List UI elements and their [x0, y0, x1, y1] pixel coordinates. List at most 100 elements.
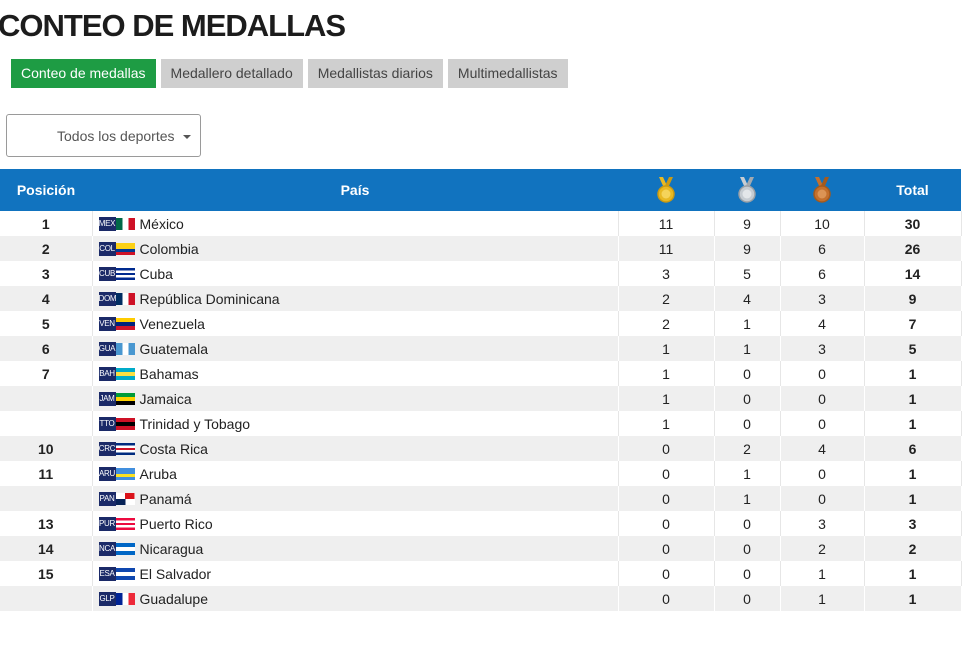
flag-icon: ESA — [98, 566, 135, 581]
tab-medallero-detallado[interactable]: Medallero detallado — [160, 59, 303, 88]
total-count: 1 — [864, 361, 962, 386]
table-row: 10 CRC Costa Rica 0 2 4 6 — [0, 436, 962, 461]
tab-multimedallistas[interactable]: Multimedallistas — [447, 59, 568, 88]
rank-cell — [0, 411, 93, 436]
country-cell: NCA Nicaragua — [92, 536, 619, 561]
country-name[interactable]: Trinidad y Tobago — [139, 415, 251, 432]
flag-colors — [115, 567, 135, 580]
table-row: 2 COL Colombia 11 9 6 26 — [0, 236, 962, 261]
country-code: JAM — [98, 391, 116, 406]
flag-icon: GLP — [98, 591, 135, 606]
total-count: 2 — [864, 536, 962, 561]
header-gold[interactable] — [618, 169, 714, 211]
country-cell: VEN Venezuela — [92, 311, 619, 336]
rank-cell: 7 — [0, 361, 93, 386]
total-count: 5 — [864, 336, 962, 361]
country-code: PAN — [98, 491, 116, 506]
bronze-count: 0 — [780, 386, 865, 411]
silver-count: 0 — [714, 411, 781, 436]
table-row: JAM Jamaica 1 0 0 1 — [0, 386, 962, 411]
flag-icon: TTO — [98, 416, 135, 431]
medal-table-body: 1 MEX México 11 9 10 30 2 COL Colombia 11 9 6 26 3 CUB C… — [0, 211, 962, 611]
header-country[interactable]: País — [92, 169, 618, 211]
table-row: GLP Guadalupe 0 0 1 1 — [0, 586, 962, 611]
flag-icon: JAM — [98, 391, 135, 406]
rank-cell: 15 — [0, 561, 93, 586]
silver-count: 0 — [714, 386, 781, 411]
flag-colors — [115, 242, 135, 255]
silver-count: 2 — [714, 436, 781, 461]
gold-count: 11 — [618, 236, 715, 261]
country-name[interactable]: Costa Rica — [139, 440, 208, 457]
country-name[interactable]: República Dominicana — [139, 290, 280, 307]
gold-count: 3 — [618, 261, 715, 286]
flag-colors — [115, 592, 135, 605]
total-count: 1 — [864, 411, 962, 436]
total-count: 9 — [864, 286, 962, 311]
table-row: 3 CUB Cuba 3 5 6 14 — [0, 261, 962, 286]
total-count: 1 — [864, 386, 962, 411]
country-cell: COL Colombia — [92, 236, 619, 261]
table-row: 11 ARU Aruba 0 1 0 1 — [0, 461, 962, 486]
table-row: 5 VEN Venezuela 2 1 4 7 — [0, 311, 962, 336]
rank-cell: 14 — [0, 536, 93, 561]
header-total[interactable]: Total — [864, 169, 961, 211]
country-cell: BAH Bahamas — [92, 361, 619, 386]
flag-colors — [115, 317, 135, 330]
table-row: 13 PUR Puerto Rico 0 0 3 3 — [0, 511, 962, 536]
country-code: DOM — [98, 291, 117, 306]
header-bronze[interactable] — [780, 169, 864, 211]
total-count: 6 — [864, 436, 962, 461]
table-row: 1 MEX México 11 9 10 30 — [0, 211, 962, 236]
rank-cell: 5 — [0, 311, 93, 336]
sport-filter-value: Todos los deportes — [57, 128, 175, 144]
bronze-count: 10 — [780, 211, 865, 236]
country-name[interactable]: Panamá — [139, 490, 192, 507]
rank-cell — [0, 486, 93, 511]
table-row: 7 BAH Bahamas 1 0 0 1 — [0, 361, 962, 386]
silver-count: 1 — [714, 461, 781, 486]
country-name[interactable]: Venezuela — [139, 315, 205, 332]
bronze-count: 0 — [780, 411, 865, 436]
country-name[interactable]: Jamaica — [139, 390, 192, 407]
silver-count: 9 — [714, 236, 781, 261]
flag-colors — [115, 392, 135, 405]
country-code: GUA — [98, 341, 116, 356]
tab-conteo-de-medallas[interactable]: Conteo de medallas — [11, 59, 156, 88]
gold-count: 0 — [618, 461, 715, 486]
gold-count: 0 — [618, 511, 715, 536]
country-name[interactable]: Guadalupe — [139, 590, 209, 607]
total-count: 26 — [864, 236, 962, 261]
flag-icon: COL — [98, 241, 135, 256]
tab-medallistas-diarios[interactable]: Medallistas diarios — [307, 59, 443, 88]
country-name[interactable]: Bahamas — [139, 365, 199, 382]
gold-medal-icon — [657, 177, 675, 203]
flag-colors — [115, 542, 135, 555]
flag-colors — [115, 217, 135, 230]
country-name[interactable]: Puerto Rico — [139, 515, 213, 532]
country-name[interactable]: Aruba — [139, 465, 177, 482]
table-row: 4 DOM República Dominicana 2 4 3 9 — [0, 286, 962, 311]
gold-count: 1 — [618, 411, 715, 436]
flag-icon: PAN — [98, 491, 135, 506]
header-position[interactable]: Posición — [0, 169, 92, 211]
country-name[interactable]: Nicaragua — [139, 540, 204, 557]
country-name[interactable]: Cuba — [139, 265, 173, 282]
country-name[interactable]: México — [139, 215, 184, 232]
country-code: NCA — [98, 541, 116, 556]
country-code: TTO — [98, 416, 116, 431]
silver-count: 0 — [714, 586, 781, 611]
gold-count: 1 — [618, 336, 715, 361]
medal-table: Posición País — [0, 169, 962, 611]
flag-icon: MEX — [98, 216, 135, 231]
rank-cell: 13 — [0, 511, 93, 536]
header-silver[interactable] — [714, 169, 780, 211]
flag-icon: PUR — [98, 516, 135, 531]
country-name[interactable]: Colombia — [139, 240, 199, 257]
bronze-count: 3 — [780, 286, 865, 311]
country-cell: MEX México — [92, 211, 619, 236]
country-name[interactable]: Guatemala — [139, 340, 208, 357]
country-code: MEX — [98, 216, 116, 231]
country-name[interactable]: El Salvador — [139, 565, 212, 582]
sport-filter-dropdown[interactable]: Todos los deportes — [6, 114, 201, 157]
